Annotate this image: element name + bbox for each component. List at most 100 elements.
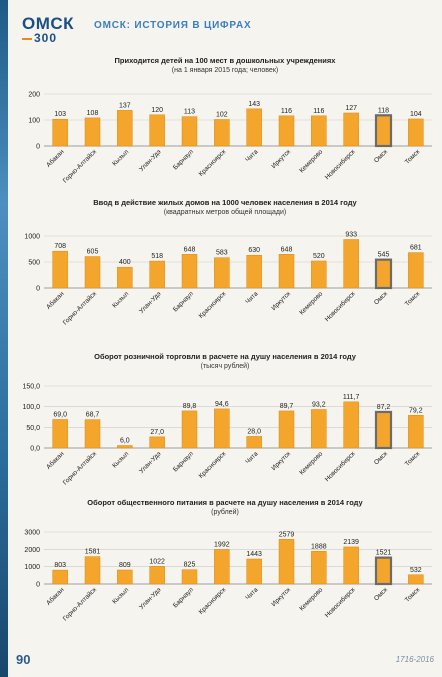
chart-svg: 0 1000 2000 3000 803 Абакан 1581 Горно-Алтайск 8… xyxy=(24,530,432,623)
data-label: 648 xyxy=(281,246,293,253)
data-label: 68,7 xyxy=(86,412,100,419)
data-label: 605 xyxy=(87,249,99,256)
bar xyxy=(278,410,295,449)
y-tick-label: 150,0 xyxy=(22,384,40,391)
data-label: 143 xyxy=(248,101,260,108)
bar xyxy=(84,419,101,449)
bar xyxy=(311,551,327,585)
x-tick-label: Иркутск xyxy=(270,148,292,170)
bar xyxy=(214,257,230,289)
page-number: 90 xyxy=(16,652,31,667)
bar xyxy=(52,118,68,147)
bar xyxy=(343,401,359,449)
bar xyxy=(117,266,133,289)
page: ОМСК 300 ОМСК: ИСТОРИЯ В ЦИФРАХ Приходит… xyxy=(8,0,442,677)
x-tick-label: Томск xyxy=(404,148,422,166)
x-tick-label: Кызыл xyxy=(111,290,130,309)
bar xyxy=(117,110,133,147)
bar xyxy=(149,436,165,449)
data-label: 1992 xyxy=(214,541,230,548)
data-label: 108 xyxy=(87,110,99,117)
chart-title: Ввод в действие жилых домов на 1000 чело… xyxy=(93,198,357,207)
x-tick-label: Новосибирск xyxy=(323,148,357,182)
chart-svg: 0 500 1000 708 Абакан 605 Горно-Алтайск 400 Кызы… xyxy=(24,231,432,327)
data-label: 120 xyxy=(151,107,163,114)
data-label: 1022 xyxy=(149,558,165,565)
data-label: 518 xyxy=(151,253,163,260)
bar xyxy=(181,569,198,585)
data-label: 87,2 xyxy=(377,404,391,411)
data-label: 1443 xyxy=(246,551,262,558)
data-label: 825 xyxy=(184,562,196,569)
x-tick-label: Барнаул xyxy=(172,290,195,313)
x-tick-label: Кызыл xyxy=(111,148,130,167)
bar xyxy=(52,250,68,289)
x-tick-label: Кызыл xyxy=(111,586,130,605)
x-tick-label: Омск xyxy=(373,586,389,602)
data-label: 27,0 xyxy=(150,429,164,436)
x-tick-label: Чита xyxy=(244,450,259,465)
data-label: 79,2 xyxy=(409,407,423,414)
data-label: 708 xyxy=(54,243,66,250)
data-label: 803 xyxy=(54,562,66,569)
bar xyxy=(278,539,295,585)
data-label: 1888 xyxy=(311,543,327,550)
bar xyxy=(408,118,424,147)
bar xyxy=(311,115,327,147)
y-tick-label: 50,0 xyxy=(26,425,40,432)
bar xyxy=(117,569,133,585)
x-tick-label: Кемерово xyxy=(298,290,324,316)
chart-subtitle: (рублей) xyxy=(211,509,239,516)
bar xyxy=(52,419,68,449)
data-label: 137 xyxy=(119,102,131,109)
bar xyxy=(181,116,198,147)
y-tick-label: 500 xyxy=(28,260,40,267)
data-label: 520 xyxy=(313,253,325,260)
x-tick-label: Омск xyxy=(373,148,389,164)
bar xyxy=(181,410,198,449)
x-tick-label: Абакан xyxy=(45,449,66,470)
bar xyxy=(84,556,101,585)
footer-code: 1716-2016 xyxy=(395,655,434,664)
data-label: 102 xyxy=(216,111,228,118)
bar xyxy=(149,114,165,147)
bar xyxy=(311,260,327,289)
x-tick-label: Новосибирск xyxy=(323,450,357,484)
x-tick-label: Абакан xyxy=(45,289,66,310)
bar xyxy=(149,260,165,289)
x-tick-label: Улан-Удэ xyxy=(138,148,163,173)
x-tick-label: Барнаул xyxy=(172,450,195,473)
data-label: 113 xyxy=(184,109,195,116)
data-label: 89,7 xyxy=(280,403,294,410)
x-tick-label: Улан-Удэ xyxy=(138,586,163,611)
x-tick-label: Томск xyxy=(404,450,422,468)
data-label: 89,8 xyxy=(183,403,197,410)
data-label: 104 xyxy=(410,111,422,118)
x-tick-label: Иркутск xyxy=(270,586,292,608)
data-label: 2579 xyxy=(279,531,295,538)
data-label: 93,2 xyxy=(312,401,326,408)
x-tick-label: Кемерово xyxy=(298,148,324,174)
bar xyxy=(214,549,230,585)
bar xyxy=(374,258,393,290)
data-label: 630 xyxy=(248,247,260,254)
x-tick-label: Красноярск xyxy=(198,290,228,320)
x-tick-label: Барнаул xyxy=(172,148,195,171)
y-tick-label: 1000 xyxy=(24,234,40,241)
y-tick-label: 0 xyxy=(36,582,40,589)
bar xyxy=(84,256,101,289)
x-tick-label: Абакан xyxy=(45,585,66,606)
bar xyxy=(84,117,101,147)
chart-svg: 0 100 200 103 Абакан 108 Горно-Алтайск 137 Кызыл… xyxy=(28,92,432,185)
bar xyxy=(278,254,295,289)
x-tick-label: Чита xyxy=(244,586,259,601)
bar xyxy=(246,108,262,147)
y-tick-label: 0 xyxy=(36,144,40,151)
x-tick-label: Красноярск xyxy=(198,450,228,480)
page-header: ОМСК 300 ОМСК: ИСТОРИЯ В ЦИФРАХ xyxy=(20,14,440,54)
chart-title: Приходится детей на 100 мест в дошкольны… xyxy=(114,56,336,65)
bar xyxy=(343,546,359,585)
logo-accent xyxy=(22,38,32,40)
bar xyxy=(181,254,198,289)
data-label: 111,7 xyxy=(343,394,360,401)
